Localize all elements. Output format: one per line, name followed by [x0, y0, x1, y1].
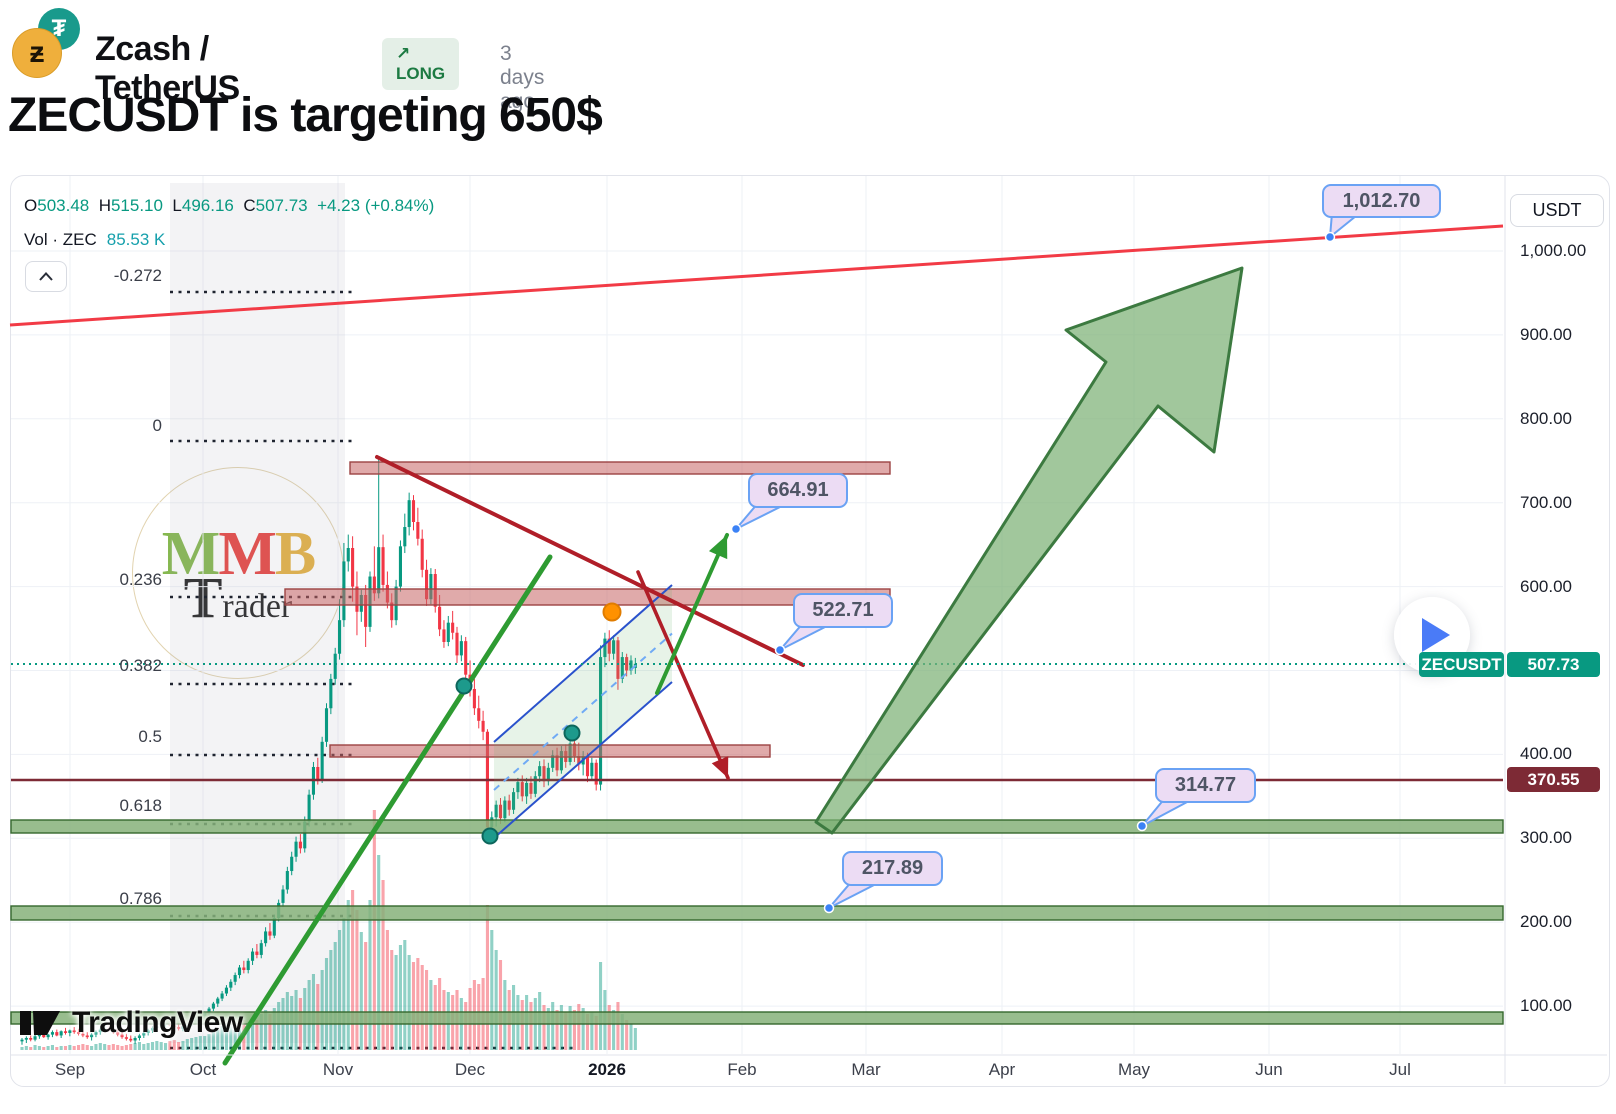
watermark-letters: MMB [162, 523, 316, 585]
fib-zone [170, 183, 345, 1043]
high-label: H [98, 196, 111, 215]
play-icon [1422, 618, 1450, 652]
anchor-point-marker[interactable] [563, 724, 581, 742]
anchor-point-marker[interactable] [481, 827, 499, 845]
support-trendline-green[interactable] [222, 554, 553, 1066]
price-callout[interactable]: 664.91 [748, 473, 848, 508]
low-label: L [172, 196, 182, 215]
target-trendline-red[interactable] [9, 224, 1504, 327]
arrow-up-right-icon: ↗ [396, 44, 411, 63]
support-zone[interactable] [10, 819, 1504, 834]
pair-coin-icons: ₮ ƶ [10, 6, 82, 78]
legend-collapse-button[interactable] [25, 261, 67, 292]
chevron-up-icon [39, 272, 53, 281]
page-title: ZECUSDT is targeting 650$ [8, 89, 603, 142]
callout-anchor-dot [1324, 231, 1336, 243]
watermark-letter-bear: M [218, 520, 277, 588]
callout-anchor-dot [730, 523, 742, 535]
target-arrow-green[interactable] [655, 533, 729, 695]
callout-anchor-dot [774, 644, 786, 656]
low-value: 496.16 [181, 196, 234, 215]
watermark-logo: MMB Trader [132, 467, 344, 679]
watermark-word-rest: rader [222, 588, 292, 625]
alert-price-badge: 370.55 [1507, 767, 1600, 792]
pullback-arrow-red[interactable] [636, 570, 730, 780]
volume-legend: Vol · ZEC 85.53 K [24, 230, 165, 250]
pullback-arrowhead-red[interactable] [711, 756, 729, 778]
open-value: 503.48 [37, 196, 90, 215]
tradingview-logo[interactable]: TradingView [20, 1005, 243, 1041]
ohlc-legend: O503.48 H515.10 L496.16 C507.73 +4.23 (+… [24, 196, 434, 216]
channel-lower-line[interactable] [493, 681, 673, 839]
price-callout[interactable]: 314.77 [1155, 768, 1256, 803]
signal-label: LONG [396, 64, 446, 83]
quote-currency-button[interactable]: USDT [1510, 194, 1604, 227]
target-arrowhead-green[interactable] [708, 535, 728, 560]
posted-time: 3 days ago [500, 42, 545, 113]
callout-anchor-dot [823, 902, 835, 914]
tradingview-mark-icon [20, 1011, 60, 1035]
watermark-letter-bull: M [162, 520, 221, 588]
price-callout[interactable]: 217.89 [842, 851, 943, 886]
volume-series [20, 810, 637, 1050]
price-callout[interactable]: 1,012.70 [1322, 184, 1441, 218]
callout-anchor-dot [1136, 820, 1148, 832]
big-bullish-arrow[interactable] [814, 266, 1244, 835]
high-value: 515.10 [110, 196, 163, 215]
long-signal-badge: ↗ LONG [382, 38, 460, 90]
volume-value: 85.53 K [106, 230, 166, 249]
close-label: C [243, 196, 256, 215]
zcash-coin-icon: ƶ [12, 28, 62, 78]
resistance-zone[interactable] [349, 461, 891, 475]
price-callout[interactable]: 522.71 [793, 593, 893, 628]
symbol-badge: ZECUSDT [1419, 652, 1504, 677]
watermark-letter-btc: B [275, 520, 316, 588]
volume-label: Vol · ZEC [24, 230, 97, 249]
highlight-point-marker[interactable] [602, 602, 622, 622]
support-zone[interactable] [10, 905, 1504, 921]
resistance-trendline-red[interactable] [375, 455, 805, 667]
change-value: +4.23 (+0.84%) [317, 196, 435, 215]
zcash-glyph: ƶ [29, 36, 45, 69]
anchor-point-marker[interactable] [455, 677, 473, 695]
channel-mid-line[interactable] [493, 632, 673, 791]
tradingview-name: TradingView [72, 1006, 243, 1039]
close-value: 507.73 [255, 196, 308, 215]
open-label: O [24, 196, 38, 215]
last-price-badge: 507.73 [1507, 652, 1600, 677]
resistance-zone[interactable] [329, 744, 771, 758]
support-zone[interactable] [10, 1011, 1504, 1025]
pair-title[interactable]: Zcash / TetherUS [95, 30, 240, 107]
